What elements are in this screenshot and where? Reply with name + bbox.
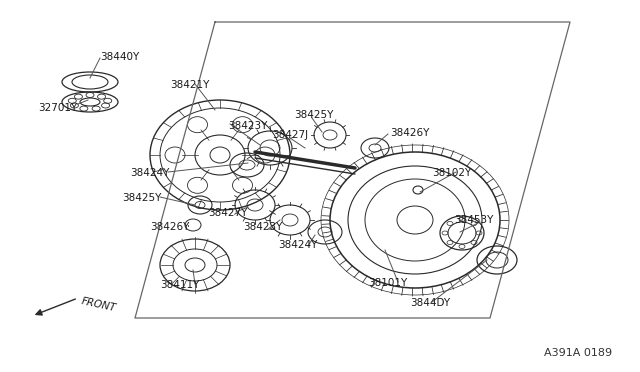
Text: 3844DY: 3844DY [410,298,450,308]
Text: 38427Y: 38427Y [208,208,248,218]
Text: 38101Y: 38101Y [368,278,407,288]
Text: 38424Y: 38424Y [130,168,170,178]
Text: 32701Y: 32701Y [38,103,77,113]
Text: 38425Y: 38425Y [294,110,333,120]
Text: A391A 0189: A391A 0189 [544,348,612,358]
Text: 38411Y: 38411Y [160,280,200,290]
Text: 38426Y: 38426Y [150,222,189,232]
Text: 38427J: 38427J [272,130,308,140]
Text: FRONT: FRONT [80,296,117,313]
Text: 38102Y: 38102Y [432,168,471,178]
Text: 38423Y: 38423Y [228,121,268,131]
Text: 38423Y: 38423Y [243,222,282,232]
Text: 38453Y: 38453Y [454,215,493,225]
Text: 38424Y: 38424Y [278,240,317,250]
Text: 38440Y: 38440Y [100,52,140,62]
Text: 38426Y: 38426Y [390,128,429,138]
Text: 38421Y: 38421Y [170,80,209,90]
Text: 38425Y: 38425Y [122,193,161,203]
